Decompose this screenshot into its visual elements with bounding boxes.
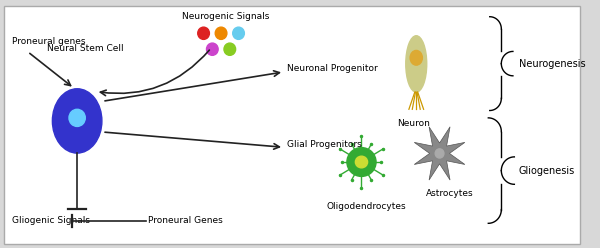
Ellipse shape	[198, 27, 209, 39]
Text: Gliogenic Signals: Gliogenic Signals	[12, 216, 90, 225]
FancyBboxPatch shape	[4, 6, 580, 244]
Text: Neural Stem Cell: Neural Stem Cell	[47, 44, 124, 53]
Ellipse shape	[215, 27, 227, 39]
Text: Neurogenic Signals: Neurogenic Signals	[182, 12, 269, 21]
Text: Proneural genes: Proneural genes	[12, 37, 85, 46]
Text: Neurogenesis: Neurogenesis	[519, 59, 586, 69]
Ellipse shape	[69, 109, 85, 126]
Text: Astrocytes: Astrocytes	[426, 189, 474, 198]
Ellipse shape	[52, 89, 102, 153]
Text: Neuron: Neuron	[397, 120, 430, 128]
Text: Glial Progenitors: Glial Progenitors	[287, 140, 362, 149]
Text: Oligodendrocytes: Oligodendrocytes	[326, 202, 406, 211]
Ellipse shape	[410, 50, 422, 65]
Polygon shape	[414, 127, 465, 180]
Ellipse shape	[224, 43, 236, 55]
Ellipse shape	[435, 149, 444, 158]
Ellipse shape	[233, 27, 244, 39]
Ellipse shape	[206, 43, 218, 55]
Text: Proneural Genes: Proneural Genes	[148, 216, 223, 225]
Ellipse shape	[347, 148, 376, 176]
Ellipse shape	[355, 156, 368, 168]
Text: Gliogenesis: Gliogenesis	[519, 166, 575, 176]
Ellipse shape	[406, 36, 427, 92]
Text: Neuronal Progenitor: Neuronal Progenitor	[287, 64, 377, 73]
